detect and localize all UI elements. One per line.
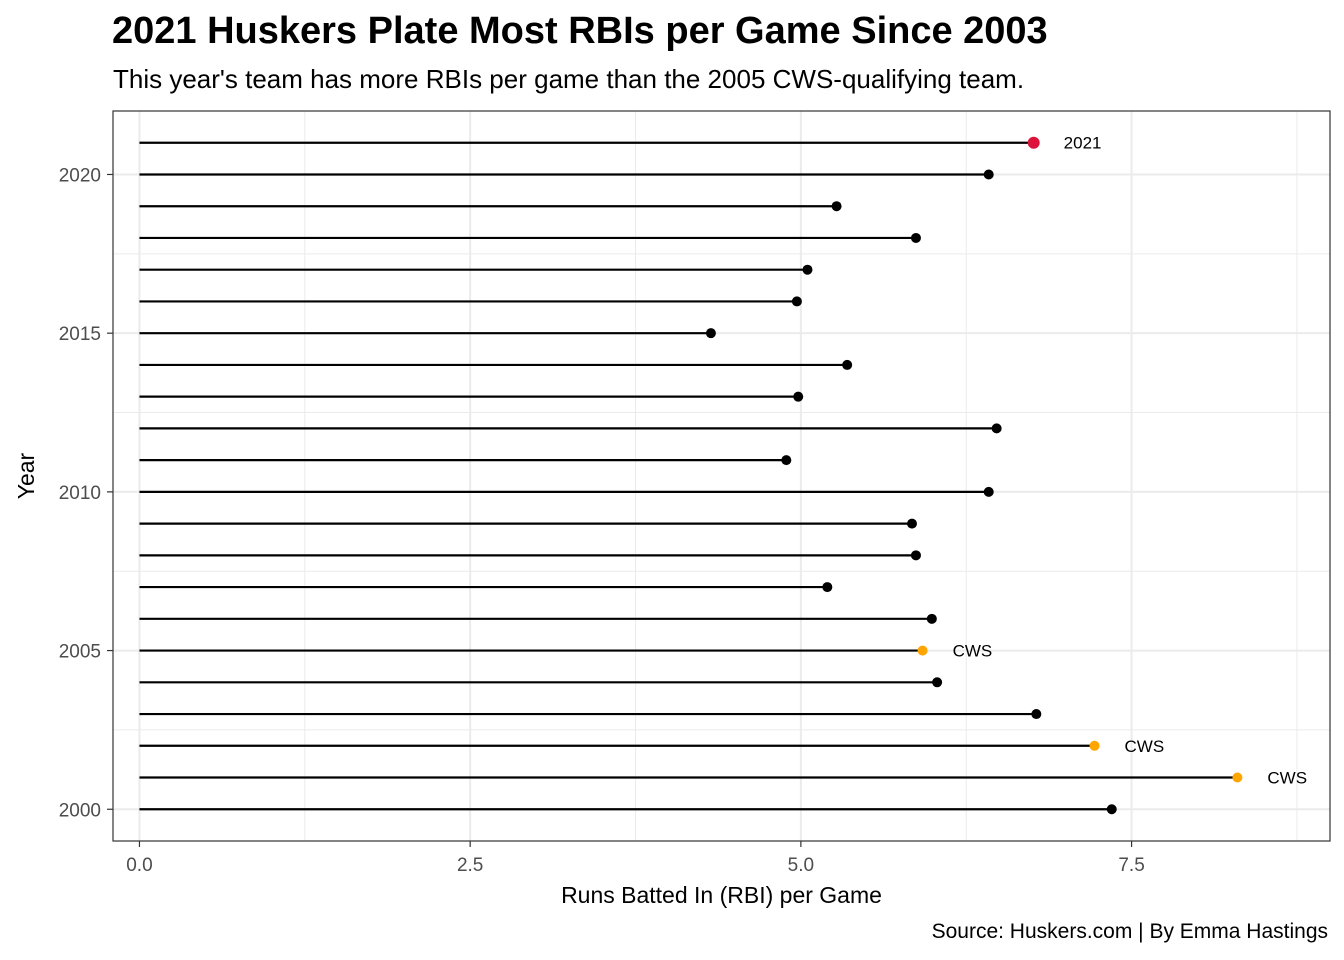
mark-layer: CWS CWS CWS 2021 — [139, 134, 1307, 815]
y-tick-label: 2000 — [59, 800, 101, 821]
point-2020 — [983, 169, 994, 180]
point-2006 — [926, 613, 937, 624]
grid-layer — [113, 111, 1330, 841]
x-tick-label: 7.5 — [1118, 855, 1144, 876]
point-2016 — [791, 296, 802, 307]
chart-title: 2021 Huskers Plate Most RBIs per Game Si… — [112, 10, 1048, 52]
point-2005 — [917, 645, 928, 656]
point-2009 — [906, 518, 917, 529]
point-2017 — [802, 264, 813, 275]
chart-caption: Source: Huskers.com | By Emma Hastings — [931, 920, 1328, 943]
y-tick-label: 2005 — [59, 642, 101, 663]
point-label-2005: CWS — [953, 642, 993, 661]
y-tick-label: 2020 — [59, 165, 101, 186]
panel-border — [112, 110, 1331, 842]
point-2010 — [983, 486, 994, 497]
point-label-2001: CWS — [1267, 769, 1307, 788]
chart-subtitle: This year's team has more RBIs per game … — [113, 64, 1025, 94]
y-axis-title: Year — [13, 452, 39, 499]
point-2002 — [1089, 740, 1100, 751]
point-2018 — [910, 232, 921, 243]
x-axis-title: Runs Batted In (RBI) per Game — [561, 882, 882, 908]
point-2008 — [910, 550, 921, 561]
point-label-2002: CWS — [1125, 737, 1165, 756]
point-2003 — [1031, 709, 1042, 720]
point-2013 — [793, 391, 804, 402]
point-2015 — [705, 328, 716, 339]
x-tick-label: 5.0 — [788, 855, 814, 876]
point-2007 — [822, 582, 833, 593]
y-tick-label: 2010 — [59, 483, 101, 504]
point-2021 — [1027, 136, 1040, 149]
point-2014 — [842, 359, 853, 370]
x-tick-label: 2.5 — [457, 855, 483, 876]
point-2001 — [1232, 772, 1243, 783]
point-2000 — [1106, 804, 1117, 815]
point-2004 — [932, 677, 943, 688]
point-label-2021: 2021 — [1064, 134, 1102, 153]
y-tick-label: 2015 — [59, 324, 101, 345]
point-2011 — [781, 455, 792, 466]
axis-layer: 0.0 2.5 5.0 7.5 2000 2005 2010 2015 2020 — [59, 165, 1145, 876]
x-tick-label: 0.0 — [126, 855, 152, 876]
point-2019 — [831, 201, 842, 212]
point-2012 — [991, 423, 1002, 434]
